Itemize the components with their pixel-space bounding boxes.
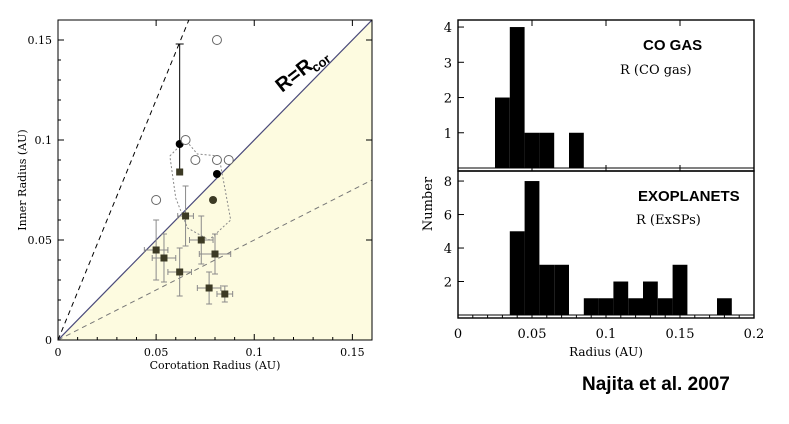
exoplanet-histogram bbox=[509, 181, 732, 315]
corotation-scatter-panel: 0 0.05 0.1 0.15 0 0.05 0.1 0.15 Corotation Radi… bbox=[16, 19, 373, 372]
histogram-bar bbox=[717, 298, 732, 315]
histogram-bar bbox=[509, 231, 525, 315]
histogram-bar bbox=[554, 264, 569, 315]
co-gas-y-tick-label: 2 bbox=[444, 92, 452, 107]
histogram-bar bbox=[495, 97, 510, 168]
dashed-reference-line bbox=[58, 20, 190, 340]
left-y-axis-label: Inner Radius (AU) bbox=[16, 129, 29, 230]
histogram-bar bbox=[672, 264, 688, 315]
credit-text: Najita et al. 2007 bbox=[582, 374, 730, 395]
square-marker bbox=[211, 250, 219, 258]
right-x-tick-label: 0 bbox=[454, 327, 462, 342]
co-gas-histogram bbox=[495, 27, 584, 168]
histogram-bar bbox=[569, 132, 584, 168]
histogram-bar bbox=[524, 132, 540, 168]
dashed-reference-line bbox=[58, 179, 372, 340]
right-x-axis-label: Radius (AU) bbox=[569, 345, 643, 359]
histogram-bar bbox=[539, 264, 555, 315]
co-gas-y-tick-label: 1 bbox=[444, 127, 452, 142]
co-gas-y-tick-label: 4 bbox=[444, 21, 452, 36]
co-gas-y-tick-label: 3 bbox=[444, 56, 452, 71]
filled-circle-marker bbox=[209, 196, 218, 204]
left-x-axis-label: Corotation Radius (AU) bbox=[150, 359, 281, 372]
histogram-bar bbox=[628, 298, 643, 315]
r-equals-rcor-line bbox=[58, 20, 372, 340]
exoplanet-y-tick-label: 2 bbox=[444, 276, 452, 291]
co-gas-label: R (CO gas) bbox=[620, 63, 692, 78]
square-marker bbox=[221, 290, 229, 298]
square-marker bbox=[176, 268, 184, 276]
exoplanet-y-tick-label: 6 bbox=[444, 209, 452, 224]
x-tick-label: 0.15 bbox=[340, 346, 365, 359]
right-x-tick-label: 0.15 bbox=[666, 327, 695, 342]
square-marker bbox=[152, 246, 160, 254]
histogram-bar bbox=[643, 281, 658, 315]
open-circle-marker bbox=[151, 195, 162, 205]
co-gas-title: CO GAS bbox=[643, 37, 702, 54]
right-x-tick-label: 0.2 bbox=[744, 327, 765, 342]
square-marker bbox=[176, 168, 184, 176]
filled-circle-marker bbox=[212, 170, 221, 178]
histogram-bar bbox=[613, 281, 629, 315]
histogram-bar bbox=[583, 298, 599, 315]
x-tick-label: 0 bbox=[55, 346, 62, 359]
open-circle-marker bbox=[180, 135, 191, 145]
open-circle-marker bbox=[211, 155, 222, 165]
histogram-panels: 1 2 3 4 2 4 6 8 0 0.05 0.1 0.15 0.2 CO GAS R (CO gas… bbox=[421, 19, 765, 359]
right-x-tick-label: 0.05 bbox=[518, 327, 547, 342]
square-marker bbox=[205, 284, 213, 292]
x-tick-label: 0.05 bbox=[144, 346, 169, 359]
exoplanet-label: R (ExSPs) bbox=[636, 213, 701, 228]
open-circle-marker bbox=[211, 35, 222, 45]
square-marker bbox=[182, 212, 190, 220]
y-tick-label: 0.05 bbox=[28, 234, 53, 247]
dotted-outline bbox=[169, 139, 232, 241]
exoplanet-y-tick-label: 4 bbox=[444, 242, 452, 257]
histogram-bar bbox=[657, 298, 673, 315]
right-x-tick-label: 0.1 bbox=[596, 327, 617, 342]
square-marker bbox=[197, 236, 205, 244]
histogram-bar bbox=[598, 298, 614, 315]
y-tick-label: 0.1 bbox=[35, 134, 53, 147]
exoplanet-y-tick-label: 8 bbox=[444, 175, 452, 190]
y-tick-label: 0.15 bbox=[28, 34, 53, 47]
histogram-bar bbox=[539, 132, 555, 168]
x-tick-label: 0.1 bbox=[246, 346, 264, 359]
exoplanet-title: EXOPLANETS bbox=[638, 188, 740, 205]
y-tick-label: 0 bbox=[45, 334, 52, 347]
open-circle-marker bbox=[190, 155, 201, 165]
histogram-bar bbox=[524, 181, 540, 315]
square-marker bbox=[160, 254, 168, 262]
open-circle-marker bbox=[223, 155, 234, 165]
shared-y-axis-label: Number bbox=[421, 176, 436, 231]
histogram-bar bbox=[509, 27, 525, 168]
